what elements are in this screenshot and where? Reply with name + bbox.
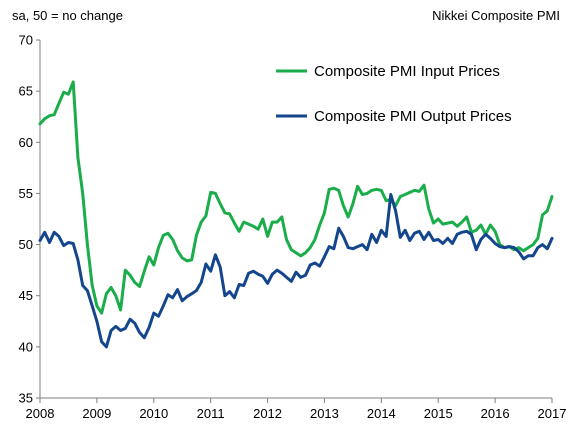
x-tick-label: 2011 xyxy=(197,406,225,421)
x-tick-label: 2012 xyxy=(253,406,282,421)
x-tick-label: 2016 xyxy=(481,406,510,421)
x-tick-label: 2017 xyxy=(538,406,567,421)
legend: Composite PMI Input Prices Composite PMI… xyxy=(276,63,512,125)
legend-item-output-prices: Composite PMI Output Prices xyxy=(276,108,512,125)
x-tick-label: 2008 xyxy=(26,406,55,421)
y-tick-label: 70 xyxy=(19,33,33,48)
series-layer xyxy=(38,80,554,349)
x-tick-label: 2013 xyxy=(310,406,339,421)
y-axis: 35 40 45 50 55 60 65 70 xyxy=(19,33,41,406)
unit-note: sa, 50 = no change xyxy=(12,8,123,23)
legend-label-output-prices: Composite PMI Output Prices xyxy=(314,108,512,125)
x-tick-label: 2010 xyxy=(139,406,168,421)
y-tick-label: 55 xyxy=(19,186,33,201)
legend-label-input-prices: Composite PMI Input Prices xyxy=(314,63,500,80)
source-label: Nikkei Composite PMI xyxy=(432,8,560,23)
x-tick-label: 2009 xyxy=(82,406,111,421)
y-tick-label: 45 xyxy=(19,288,33,303)
x-tick-label: 2015 xyxy=(424,406,453,421)
x-tick-label: 2014 xyxy=(367,406,396,421)
y-tick-label: 60 xyxy=(19,135,33,150)
y-tick-label: 40 xyxy=(19,339,33,354)
y-tick-label: 50 xyxy=(19,237,33,252)
series-line-output-prices xyxy=(38,193,554,349)
series-line-input-prices xyxy=(38,80,554,315)
y-tick-label: 35 xyxy=(19,391,33,406)
y-tick-label: 65 xyxy=(19,84,33,99)
legend-item-input-prices: Composite PMI Input Prices xyxy=(276,63,500,80)
x-axis: 2008 2009 2010 2011 2012 2013 2014 2015 2016 2017 xyxy=(26,397,567,421)
